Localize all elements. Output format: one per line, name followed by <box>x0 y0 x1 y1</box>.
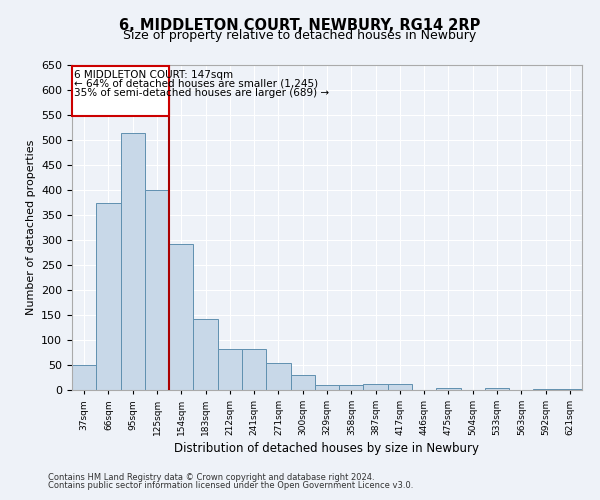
Bar <box>72 66 169 116</box>
Bar <box>364 384 388 390</box>
Bar <box>266 362 290 390</box>
Text: Contains HM Land Registry data © Crown copyright and database right 2024.: Contains HM Land Registry data © Crown c… <box>48 472 374 482</box>
Text: 35% of semi-detached houses are larger (689) →: 35% of semi-detached houses are larger (… <box>74 88 329 98</box>
Text: 6 MIDDLETON COURT: 147sqm: 6 MIDDLETON COURT: 147sqm <box>74 70 233 80</box>
Bar <box>436 388 461 390</box>
Text: Size of property relative to detached houses in Newbury: Size of property relative to detached ho… <box>124 29 476 42</box>
Bar <box>242 349 266 390</box>
Bar <box>96 202 121 390</box>
Bar <box>121 132 145 390</box>
Bar <box>558 388 582 390</box>
Bar <box>339 385 364 390</box>
Bar <box>290 375 315 390</box>
Bar <box>533 388 558 390</box>
Bar <box>218 349 242 390</box>
Bar <box>485 388 509 390</box>
Bar <box>145 190 169 390</box>
X-axis label: Distribution of detached houses by size in Newbury: Distribution of detached houses by size … <box>175 442 479 456</box>
Text: Contains public sector information licensed under the Open Government Licence v3: Contains public sector information licen… <box>48 481 413 490</box>
Bar <box>388 384 412 390</box>
Text: ← 64% of detached houses are smaller (1,245): ← 64% of detached houses are smaller (1,… <box>74 79 319 89</box>
Bar <box>169 244 193 390</box>
Bar <box>315 385 339 390</box>
Bar <box>193 318 218 390</box>
Bar <box>72 365 96 390</box>
Y-axis label: Number of detached properties: Number of detached properties <box>26 140 35 315</box>
Text: 6, MIDDLETON COURT, NEWBURY, RG14 2RP: 6, MIDDLETON COURT, NEWBURY, RG14 2RP <box>119 18 481 32</box>
